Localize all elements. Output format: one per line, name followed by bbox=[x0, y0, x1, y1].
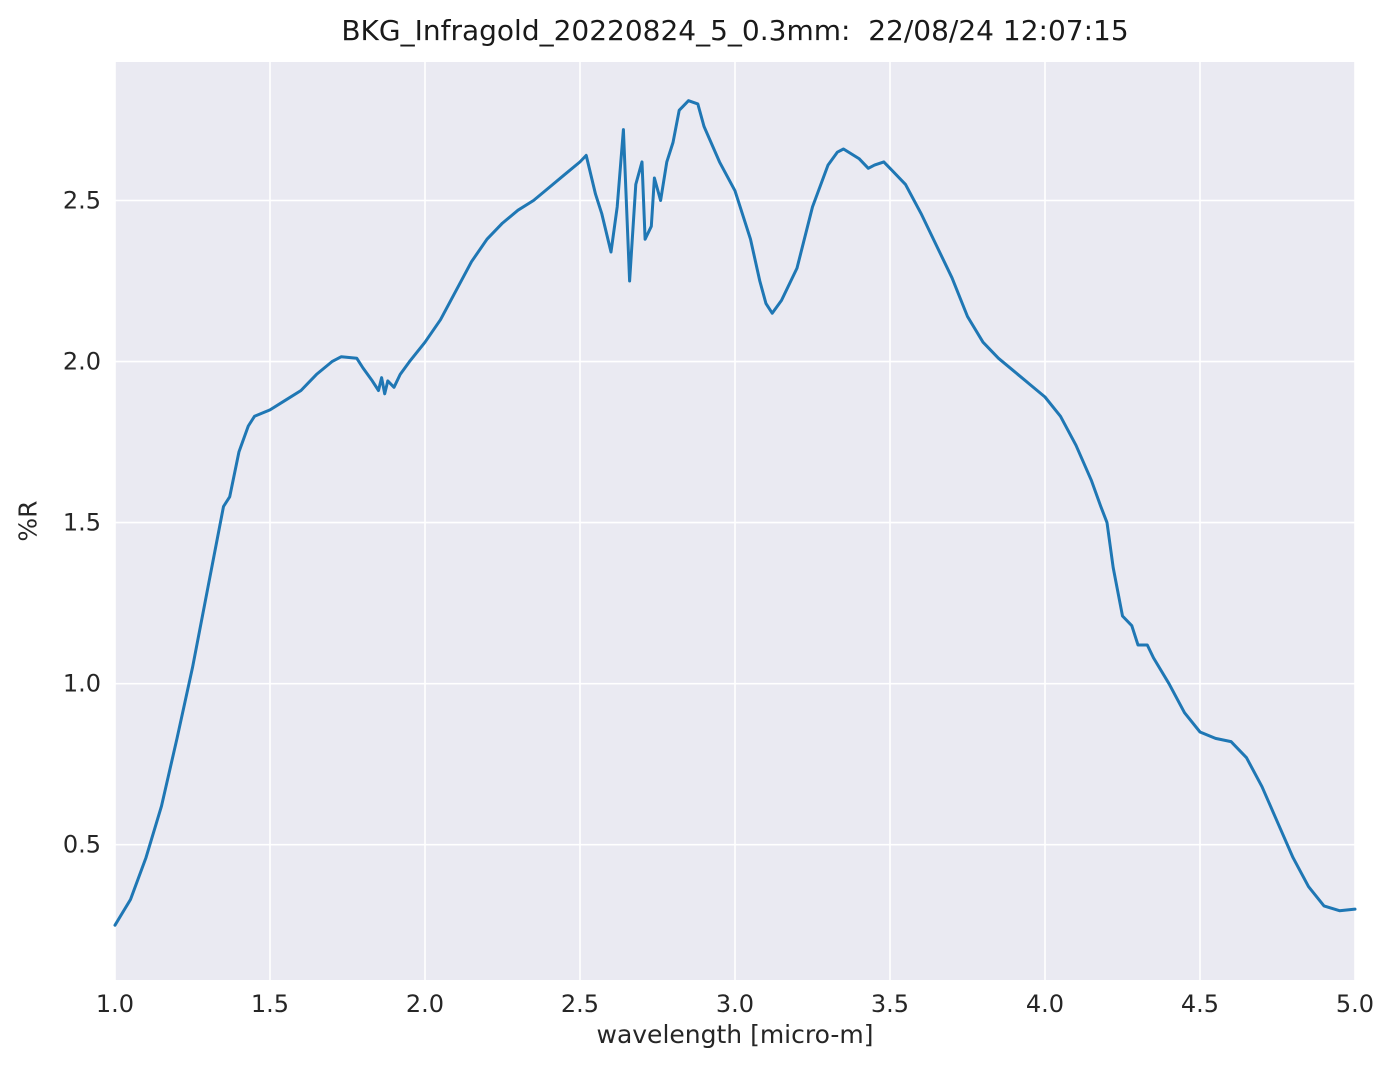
y-tick-label: 2.0 bbox=[63, 348, 101, 376]
y-tick-label: 1.5 bbox=[63, 509, 101, 537]
x-tick-label: 4.5 bbox=[1181, 990, 1219, 1018]
y-tick-label: 1.0 bbox=[63, 670, 101, 698]
x-tick-label: 4.0 bbox=[1026, 990, 1064, 1018]
x-tick-label: 2.5 bbox=[561, 990, 599, 1018]
x-tick-label: 3.5 bbox=[871, 990, 909, 1018]
x-axis-label: wavelength [micro-m] bbox=[596, 1020, 874, 1049]
x-tick-label: 3.0 bbox=[716, 990, 754, 1018]
reflectance-line bbox=[113, 99, 1357, 927]
x-tick-label: 5.0 bbox=[1336, 990, 1374, 1018]
y-tick-label: 0.5 bbox=[63, 831, 101, 859]
y-tick-label: 2.5 bbox=[63, 187, 101, 215]
x-tick-label: 2.0 bbox=[406, 990, 444, 1018]
chart-title: BKG_Infragold_20220824_5_0.3mm: 22/08/24… bbox=[341, 14, 1129, 47]
y-axis-label: %R bbox=[13, 500, 43, 542]
x-tick-label: 1.5 bbox=[251, 990, 289, 1018]
x-tick-label: 1.0 bbox=[96, 990, 134, 1018]
